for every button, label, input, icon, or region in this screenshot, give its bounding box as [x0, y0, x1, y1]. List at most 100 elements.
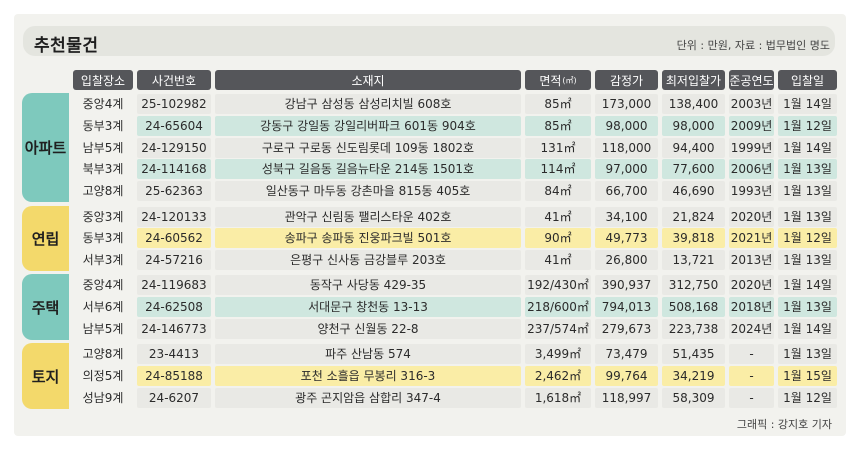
cell-appraisal: 34,100 [595, 206, 658, 227]
cell-bid-date: 1월 13일 [778, 344, 837, 365]
cell-case-number: 24-6207 [137, 387, 211, 408]
cell-venue: 중앙4계 [82, 97, 124, 111]
cell-location: 광주 곤지암읍 삼합리 347-4 [215, 387, 521, 408]
cell-location: 서대문구 창천동 13-13 [215, 297, 521, 318]
header-appraisal: 감정가 [595, 70, 658, 90]
header-bid-date: 입찰일 [778, 70, 837, 90]
cell-min-bid: 223,738 [662, 319, 725, 339]
header-appraisal-label: 감정가 [609, 73, 644, 88]
cell-appraisal: 118,000 [595, 137, 658, 158]
cell-area: 3,499㎡ [525, 344, 591, 365]
cell-completion-year: 2009년 [729, 115, 774, 136]
cell-completion-year: 1999년 [729, 137, 774, 158]
cell-bid-date: 1월 12일 [778, 228, 837, 249]
cell-completion-year: - [729, 344, 774, 365]
cell-appraisal: 26,800 [595, 250, 658, 271]
header-location-label: 소재지 [351, 73, 385, 88]
group-label-apartment: 아파트 [22, 93, 69, 203]
cell-min-bid: 13,721 [662, 250, 725, 271]
cell-appraisal: 98,000 [595, 115, 658, 136]
header-min-bid-label: 최저입찰가 [665, 73, 722, 88]
title-bar [23, 26, 835, 56]
header-area: 면적 (㎡) [525, 70, 591, 90]
cell-completion-year: 2020년 [729, 275, 774, 296]
cell-area: 192/430㎡ [525, 275, 591, 296]
cell-venue: 고양8계 [82, 184, 124, 199]
cell-bid-date: 1월 12일 [778, 115, 837, 136]
cell-appraisal: 173,000 [595, 94, 658, 114]
cell-appraisal: 49,773 [595, 228, 658, 249]
cell-bid-date: 1월 14일 [778, 94, 837, 114]
cell-min-bid: 94,400 [662, 137, 725, 158]
cell-area: 41㎡ [525, 250, 591, 271]
cell-venue: 서부6계 [82, 300, 124, 315]
cell-completion-year: 2018년 [729, 297, 774, 318]
cell-bid-date: 1월 13일 [778, 250, 837, 271]
cell-appraisal: 97,000 [595, 159, 658, 180]
cell-min-bid: 138,400 [662, 94, 725, 114]
cell-case-number: 24-114168 [137, 159, 211, 180]
header-min-bid: 최저입찰가 [662, 70, 725, 90]
cell-case-number: 24-129150 [137, 137, 211, 158]
cell-venue: 동부3계 [82, 118, 124, 133]
cell-appraisal: 118,997 [595, 387, 658, 408]
cell-bid-date: 1월 13일 [778, 181, 837, 202]
group-label-house: 주택 [22, 274, 69, 340]
cell-area: 90㎡ [525, 228, 591, 249]
cell-area: 218/600㎡ [525, 297, 591, 318]
cell-venue: 고양8계 [82, 347, 124, 362]
area-unit-label: (㎡) [562, 75, 577, 85]
cell-min-bid: 98,000 [662, 115, 725, 136]
cell-bid-date: 1월 12일 [778, 387, 837, 408]
cell-completion-year: - [729, 366, 774, 387]
cell-min-bid: 312,750 [662, 275, 725, 296]
cell-area: 85㎡ [525, 115, 591, 136]
cell-location: 은평구 신사동 금강블루 203호 [215, 250, 521, 271]
cell-case-number: 24-62508 [137, 297, 211, 318]
cell-min-bid: 508,168 [662, 297, 725, 318]
cell-venue: 동부3계 [82, 231, 124, 246]
header-bid-date-label: 입찰일 [790, 73, 825, 88]
cell-location: 강동구 강일동 강일리버파크 601동 904호 [215, 115, 521, 136]
cell-min-bid: 21,824 [662, 206, 725, 227]
cell-location: 강남구 삼성동 삼성리치빌 608호 [215, 94, 521, 114]
cell-bid-date: 1월 15일 [778, 366, 837, 387]
cell-location: 파주 산남동 574 [215, 344, 521, 365]
cell-venue: 중앙3계 [82, 209, 124, 224]
cell-case-number: 24-120133 [137, 206, 211, 227]
cell-min-bid: 34,219 [662, 366, 725, 387]
cell-appraisal: 794,013 [595, 297, 658, 318]
cell-case-number: 24-146773 [137, 319, 211, 339]
cell-completion-year: 2020년 [729, 206, 774, 227]
cell-completion-year: 2013년 [729, 250, 774, 271]
cell-location: 동작구 사당동 429-35 [215, 275, 521, 296]
group-label-villa: 연립 [22, 205, 69, 272]
cell-location: 송파구 송파동 진웅파크빌 501호 [215, 228, 521, 249]
cell-location: 양천구 신월동 22-8 [215, 319, 521, 339]
cell-appraisal: 390,937 [595, 275, 658, 296]
cell-area: 1,618㎡ [525, 387, 591, 408]
page-title: 추천물건 [34, 36, 99, 56]
unit-source-note: 단위 : 만원, 자료 : 법무법인 명도 [676, 39, 830, 52]
header-venue: 입찰장소 [73, 70, 133, 90]
group-label-land: 토지 [22, 343, 69, 409]
cell-area: 131㎡ [525, 137, 591, 158]
cell-min-bid: 77,600 [662, 159, 725, 180]
cell-bid-date: 1월 14일 [778, 275, 837, 296]
cell-location: 포천 소흘읍 무봉리 316-3 [215, 366, 521, 387]
cell-area: 237/574㎡ [525, 319, 591, 339]
cell-min-bid: 51,435 [662, 344, 725, 365]
cell-location: 구로구 구로동 신도림롯데 109동 1802호 [215, 137, 521, 158]
header-completion-year: 준공연도 [729, 70, 774, 90]
cell-venue: 남부5계 [82, 140, 124, 155]
cell-appraisal: 279,673 [595, 319, 658, 339]
cell-appraisal: 99,764 [595, 366, 658, 387]
cell-min-bid: 58,309 [662, 387, 725, 408]
cell-completion-year: 1993년 [729, 181, 774, 202]
cell-venue: 서부3계 [82, 253, 124, 268]
cell-venue: 의정5계 [82, 369, 124, 384]
cell-location: 관악구 신림동 팰리스타운 402호 [215, 206, 521, 227]
cell-location: 일산동구 마두동 강촌마을 815동 405호 [215, 181, 521, 202]
header-completion-year-label: 준공연도 [729, 73, 774, 88]
cell-area: 84㎡ [525, 181, 591, 202]
